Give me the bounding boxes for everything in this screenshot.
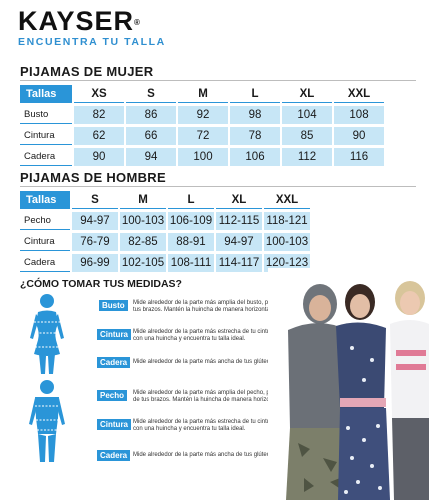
- table-cell: 94-97: [216, 233, 262, 251]
- table-cell: 76-79: [72, 233, 118, 251]
- table-row: Cadera 96-99 102-105 108-111 114-117 120…: [20, 254, 310, 272]
- row-label: Cadera: [20, 254, 70, 272]
- size-label: XL: [282, 85, 332, 103]
- measure-tag-hip: Cadera: [97, 357, 131, 368]
- size-label: S: [126, 85, 176, 103]
- size-label: XS: [74, 85, 124, 103]
- table-header-row: Tallas S M L XL XXL: [20, 191, 310, 209]
- measure-text-bust: Mide alrededor de la parte más amplia de…: [133, 300, 302, 313]
- measure-text-hip: Mide alrededor de la parte más ancha de …: [133, 359, 275, 365]
- size-label: XL: [216, 191, 262, 209]
- measure-tag-chest: Pecho: [97, 390, 128, 401]
- table-row: Cintura 62 66 72 78 85 90: [20, 127, 384, 145]
- sizes-header: Tallas: [20, 191, 70, 209]
- table-cell: 88-91: [168, 233, 214, 251]
- men-section-title: PIJAMAS DE HOMBRE: [20, 170, 166, 185]
- table-cell: 98: [230, 106, 280, 124]
- measure-text-waist: Mide alrededor de la parte más estrecha …: [133, 419, 295, 432]
- women-size-table: Tallas XS S M L XL XXL Busto 82 86 92 98…: [18, 82, 386, 169]
- row-label: Cintura: [20, 233, 70, 251]
- table-row: Busto 82 86 92 98 104 108: [20, 106, 384, 124]
- size-label: XXL: [264, 191, 310, 209]
- measure-tag-waist: Cintura: [97, 419, 131, 430]
- table-cell: 108-111: [168, 254, 214, 272]
- table-cell: 106-109: [168, 212, 214, 230]
- divider: [20, 80, 416, 81]
- table-cell: 85: [282, 127, 332, 145]
- table-cell: 116: [334, 148, 384, 166]
- table-header-row: Tallas XS S M L XL XXL: [20, 85, 384, 103]
- table-cell: 100: [178, 148, 228, 166]
- brand-logo: KAYSER®: [18, 6, 141, 36]
- divider: [20, 186, 416, 187]
- sizes-header: Tallas: [20, 85, 72, 103]
- table-cell: 100-103: [264, 233, 310, 251]
- table-cell: 100-103: [120, 212, 166, 230]
- table-cell: 94: [126, 148, 176, 166]
- table-cell: 72: [178, 127, 228, 145]
- table-cell: 82: [74, 106, 124, 124]
- brand: KAYSER® ENCUENTRA TU TALLA: [18, 6, 166, 48]
- table-cell: 106: [230, 148, 280, 166]
- female-silhouette-icon: [30, 294, 64, 374]
- table-cell: 90: [74, 148, 124, 166]
- measure-text-hip: Mide alrededor de la parte más ancha de …: [133, 452, 275, 458]
- women-section-title: PIJAMAS DE MUJER: [20, 64, 154, 79]
- table-cell: 62: [74, 127, 124, 145]
- row-label: Cintura: [20, 127, 72, 145]
- table-row: Cintura 76-79 82-85 88-91 94-97 100-103: [20, 233, 310, 251]
- measure-tag-hip: Cadera: [97, 450, 131, 461]
- models-photo: [268, 268, 429, 500]
- size-label: L: [230, 85, 280, 103]
- table-cell: 66: [126, 127, 176, 145]
- measure-tag-waist: Cintura: [97, 329, 131, 340]
- table-cell: 112-115: [216, 212, 262, 230]
- table-cell: 96-99: [72, 254, 118, 272]
- table-row: Cadera 90 94 100 106 112 116: [20, 148, 384, 166]
- table-cell: 112: [282, 148, 332, 166]
- row-label: Pecho: [20, 212, 70, 230]
- size-label: M: [120, 191, 166, 209]
- table-cell: 104: [282, 106, 332, 124]
- table-cell: 108: [334, 106, 384, 124]
- table-cell: 120-123: [264, 254, 310, 272]
- measure-tag-bust: Busto: [99, 300, 128, 311]
- table-cell: 86: [126, 106, 176, 124]
- row-label: Busto: [20, 106, 72, 124]
- men-size-table: Tallas S M L XL XXL Pecho 94-97 100-103 …: [18, 188, 312, 275]
- table-cell: 90: [334, 127, 384, 145]
- table-cell: 92: [178, 106, 228, 124]
- table-cell: 102-105: [120, 254, 166, 272]
- row-label: Cadera: [20, 148, 72, 166]
- male-silhouette-icon: [29, 380, 65, 462]
- howto-title: ¿CÓMO TOMAR TUS MEDIDAS?: [20, 278, 182, 290]
- brand-tagline: ENCUENTRA TU TALLA: [18, 36, 166, 48]
- measure-text-waist: Mide alrededor de la parte más estrecha …: [133, 329, 295, 342]
- table-row: Pecho 94-97 100-103 106-109 112-115 118-…: [20, 212, 310, 230]
- size-label: S: [72, 191, 118, 209]
- size-label: M: [178, 85, 228, 103]
- size-label: L: [168, 191, 214, 209]
- table-cell: 118-121: [264, 212, 310, 230]
- table-cell: 78: [230, 127, 280, 145]
- table-cell: 94-97: [72, 212, 118, 230]
- table-cell: 82-85: [120, 233, 166, 251]
- table-cell: 114-117: [216, 254, 262, 272]
- measure-text-chest: Mide alrededor de la parte más amplia de…: [133, 390, 295, 403]
- size-label: XXL: [334, 85, 384, 103]
